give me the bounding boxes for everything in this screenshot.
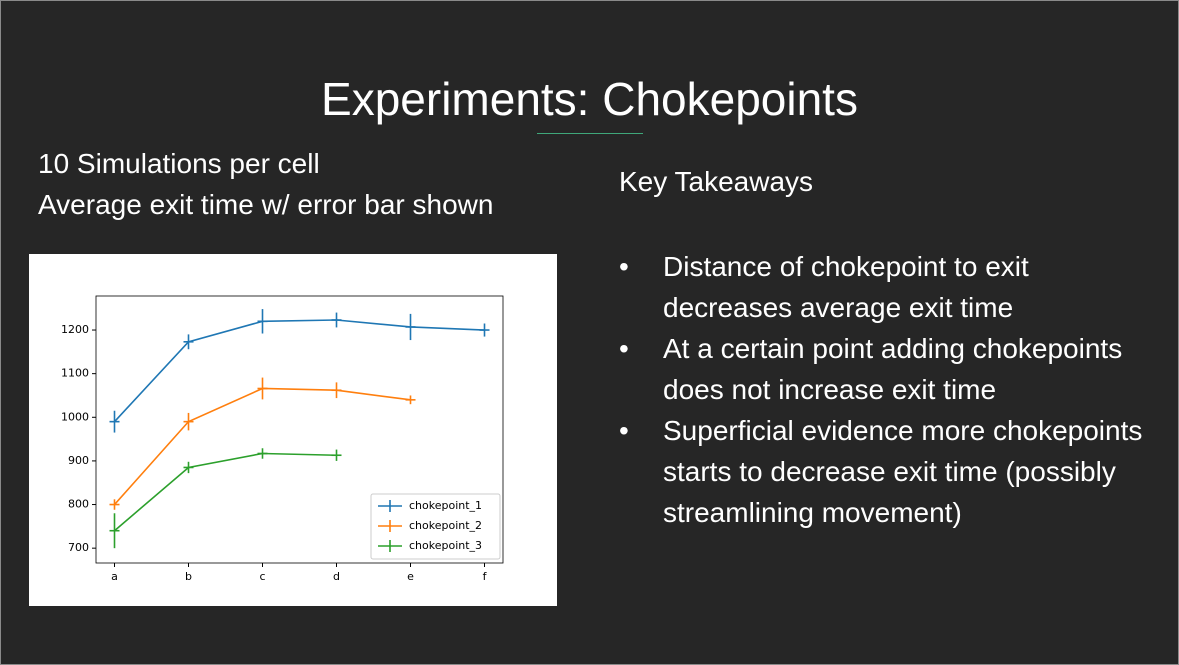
x-tick-label: d	[333, 570, 340, 583]
legend-box	[370, 493, 501, 560]
x-tick-label: a	[111, 570, 118, 583]
x-tick-label: b	[185, 570, 192, 583]
slide-title: Experiments: Chokepoints	[321, 73, 858, 125]
y-tick-label: 800	[68, 498, 89, 511]
takeaway: At a certain point adding chokepoints do…	[619, 328, 1159, 410]
takeaways-heading: Key Takeaways	[619, 166, 814, 197]
left-text: Average exit time w/ error bar shown	[38, 189, 494, 220]
takeaways-list: Distance of chokepoint to exit decreases…	[619, 246, 1159, 533]
x-tick-label: f	[483, 570, 488, 583]
chart: 700 800 900 1000 1100 1200 a b c d e f chokepoint_1c…	[29, 254, 557, 606]
legend-label: chokepoint_2	[409, 519, 482, 532]
y-tick-label: 1200	[61, 323, 89, 336]
y-tick-label: 700	[68, 541, 89, 554]
y-tick-label: 900	[68, 454, 89, 467]
x-tick-label: e	[407, 570, 414, 583]
left-text: 10 Simulations per cell	[38, 148, 320, 179]
title-rule	[537, 133, 643, 134]
takeaway: Superficial evidence more chokepoints st…	[619, 410, 1159, 533]
takeaway: Distance of chokepoint to exit decreases…	[619, 246, 1159, 328]
legend-label: chokepoint_3	[409, 539, 482, 552]
series-line	[113, 319, 485, 423]
y-tick-label: 1000	[61, 410, 89, 423]
series-line	[113, 452, 337, 532]
series-line	[113, 387, 411, 506]
y-tick-label: 1100	[61, 367, 89, 380]
x-tick-label: c	[259, 570, 265, 583]
legend-label: chokepoint_1	[409, 499, 482, 512]
plot-frame	[95, 295, 504, 564]
